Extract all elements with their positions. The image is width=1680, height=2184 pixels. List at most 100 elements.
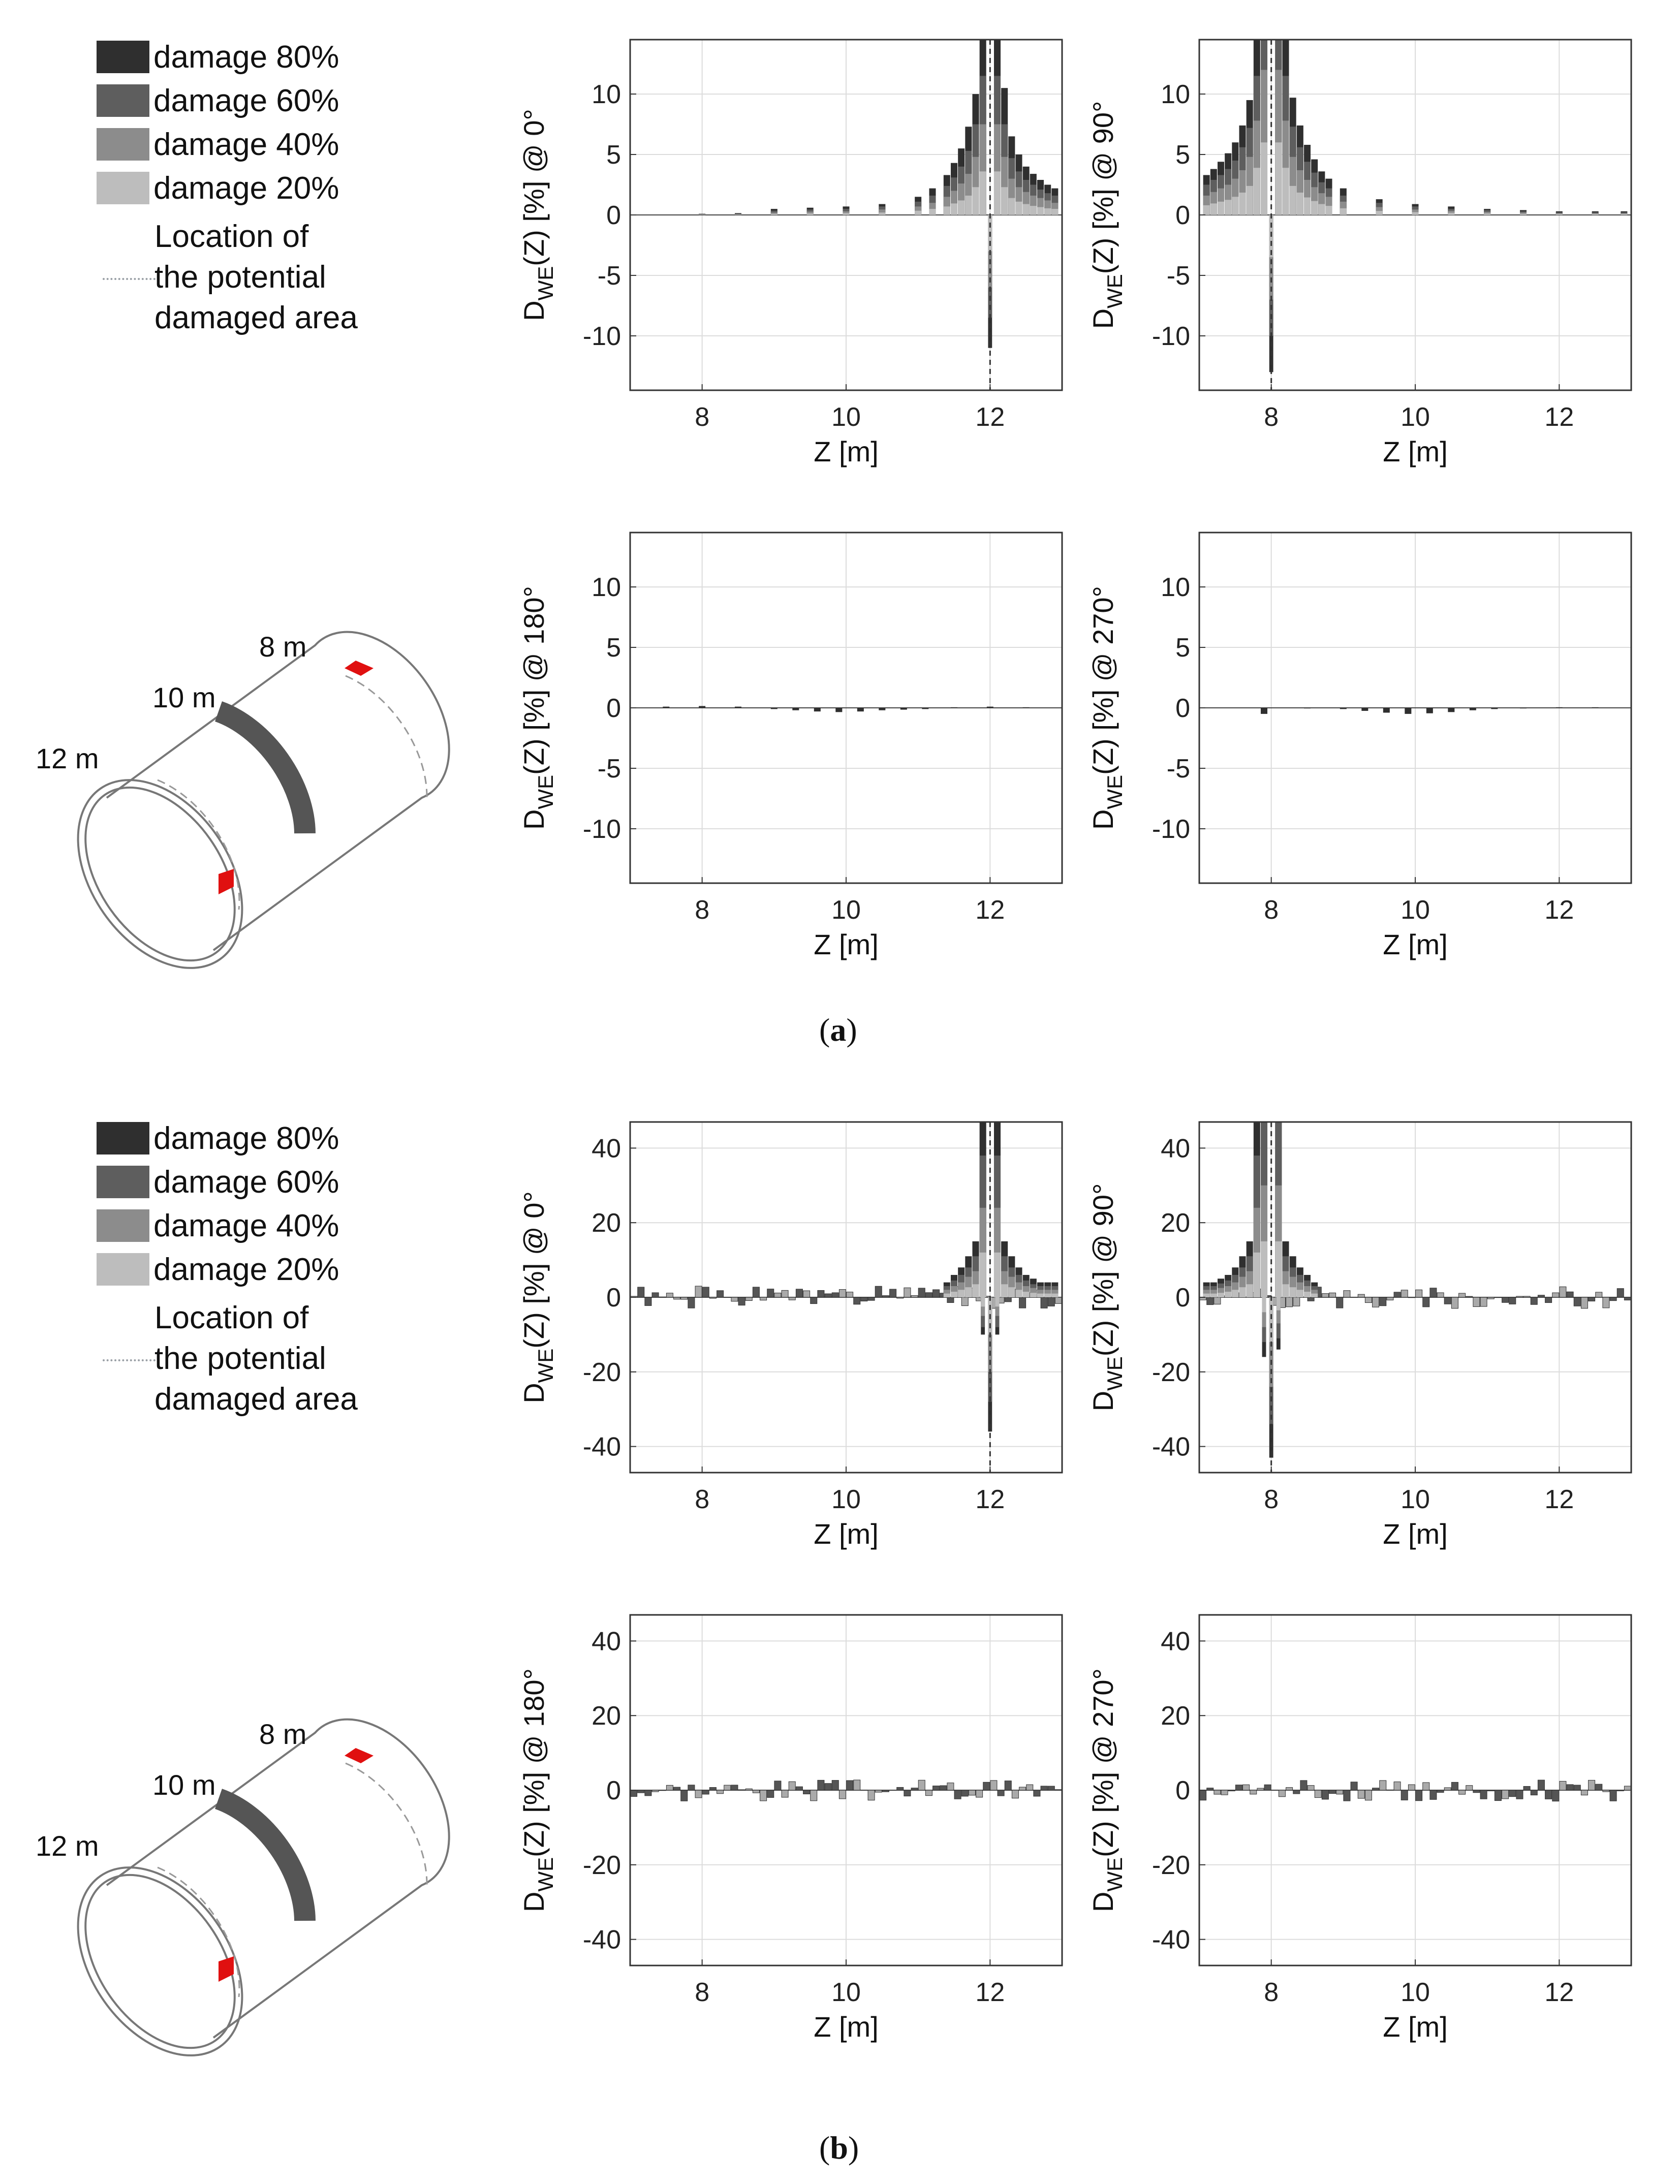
noise-bar: [838, 1790, 846, 1799]
y-axis-label-rest: (Z) [%] @ 90°: [1087, 1183, 1119, 1357]
damage-bar: [979, 171, 986, 215]
y-tick-label: -5: [1167, 261, 1190, 291]
noise-bar: [1026, 1784, 1034, 1791]
damage-bar: [1621, 214, 1628, 215]
damage-bar: [1318, 204, 1325, 215]
noise-bar: [1451, 1782, 1458, 1791]
x-tick-label: 8: [1264, 402, 1279, 432]
noise-bar: [817, 1290, 825, 1298]
noise-bar: [1221, 1790, 1228, 1795]
noise-bar: [1494, 1297, 1502, 1298]
damage-bar: [915, 210, 922, 215]
damage-bar: [958, 1290, 965, 1297]
y-axis-label-rest: (Z) [%] @ 270°: [1087, 1668, 1119, 1857]
noise-bar: [781, 1290, 789, 1298]
damage-bar: [1282, 168, 1289, 215]
x-axis-label: Z [m]: [814, 1518, 879, 1550]
noise-bar: [961, 1297, 969, 1306]
damage-bar: [1303, 197, 1311, 215]
y-axis-label: DWE(Z) [%] @ 90°: [1087, 1183, 1127, 1412]
y-tick-label: 0: [1175, 1283, 1190, 1313]
y-tick-label: 0: [606, 1283, 621, 1313]
damage-location-8m: [345, 675, 428, 798]
noise-bar: [1516, 1790, 1523, 1799]
noise-bar: [752, 1287, 760, 1298]
noise-bar: [1047, 1297, 1055, 1306]
y-tick-label: 20: [1161, 1208, 1190, 1238]
pipe-cylinder-illustration-b: [77, 1718, 450, 2056]
noise-bar: [1552, 1790, 1560, 1802]
noise-bar: [1451, 1297, 1458, 1309]
y-tick-label: 10: [1161, 80, 1190, 109]
damage-bar: [986, 706, 993, 708]
noise-bar: [666, 1785, 673, 1791]
x-tick-label: 10: [831, 1978, 861, 2007]
noise-bar: [810, 1297, 818, 1304]
damage-bar: [1412, 212, 1419, 215]
damage-bar: [1015, 1290, 1022, 1297]
y-tick-label: 5: [606, 140, 621, 170]
noise-bar: [1357, 1294, 1365, 1298]
damage-bar: [1232, 1290, 1239, 1297]
damage-band-10m: [214, 701, 316, 834]
legend-location-line2: the potential: [154, 1341, 326, 1376]
noise-bar: [867, 1790, 875, 1801]
noise-bar: [961, 1790, 969, 1797]
y-tick-label: -20: [1152, 1358, 1190, 1387]
y-axis-label-rest: (Z) [%] @ 0°: [518, 109, 550, 266]
caption-a: (a): [819, 1012, 857, 1048]
noise-bar: [767, 1790, 774, 1798]
y-tick-label: 20: [592, 1208, 621, 1238]
noise-bar: [983, 1782, 990, 1791]
legend-item-80: damage 80%: [97, 1121, 339, 1156]
x-axis-label: Z [m]: [1383, 928, 1448, 960]
damage-patch-12m: [219, 869, 234, 894]
noise-bar: [745, 1788, 753, 1791]
damage-bar: [1246, 1284, 1253, 1297]
noise-bar: [1595, 1784, 1603, 1791]
x-axis-label: Z [m]: [814, 435, 879, 467]
damage-patch-8m: [345, 661, 374, 676]
noise-bar: [1502, 1297, 1509, 1303]
x-tick-label: 8: [695, 1978, 709, 2007]
noise-bar: [1372, 1297, 1380, 1307]
y-axis-label-sub: WE: [534, 775, 557, 809]
damage-location-8m: [345, 1762, 428, 1886]
damage-bar: [734, 706, 742, 708]
legend-item-80: damage 80%: [97, 40, 339, 75]
noise-bar: [781, 1790, 789, 1798]
damage-patch-12m: [219, 1956, 234, 1982]
y-tick-label: -5: [598, 754, 621, 784]
legend-swatch: [97, 41, 149, 73]
x-tick-label: 10: [1401, 402, 1430, 432]
noise-bar: [1321, 1790, 1329, 1800]
damage-bar: [1210, 1293, 1217, 1297]
legend-item-40: damage 40%: [97, 1208, 339, 1243]
damage-bar: [1275, 1241, 1282, 1297]
noise-bar: [666, 1293, 673, 1298]
legend-location-line1: Location of: [154, 1300, 309, 1335]
cyl-label-10m-a: 10 m: [152, 681, 216, 713]
chart-b-180deg: 8 10 12 -40 -20 0 20 40 Z [m] DWE(Z) [%] @ 180°: [518, 1614, 1063, 2043]
noise-bar: [1379, 1297, 1387, 1306]
x-tick-label: 8: [695, 402, 709, 432]
y-tick-label: -40: [1152, 1432, 1190, 1462]
y-axis-label-rest: (Z) [%] @ 270°: [1087, 586, 1119, 775]
noise-bar: [702, 1287, 709, 1298]
x-tick-label: 12: [1544, 1978, 1574, 2007]
noise-bar: [896, 1297, 904, 1299]
noise-bar: [673, 1787, 681, 1791]
noise-bar: [997, 1790, 1005, 1796]
damage-bar: [1217, 1293, 1225, 1297]
noise-bar: [1401, 1790, 1408, 1800]
damage-bar: [879, 708, 886, 710]
noise-bar: [760, 1790, 767, 1801]
damage-bar: [1022, 204, 1030, 215]
noise-bar: [724, 1785, 731, 1791]
noise-bar: [637, 1790, 645, 1793]
noise-bar: [947, 1783, 954, 1791]
negative-bar: [1276, 1297, 1281, 1311]
x-tick-label: 12: [975, 895, 1005, 925]
